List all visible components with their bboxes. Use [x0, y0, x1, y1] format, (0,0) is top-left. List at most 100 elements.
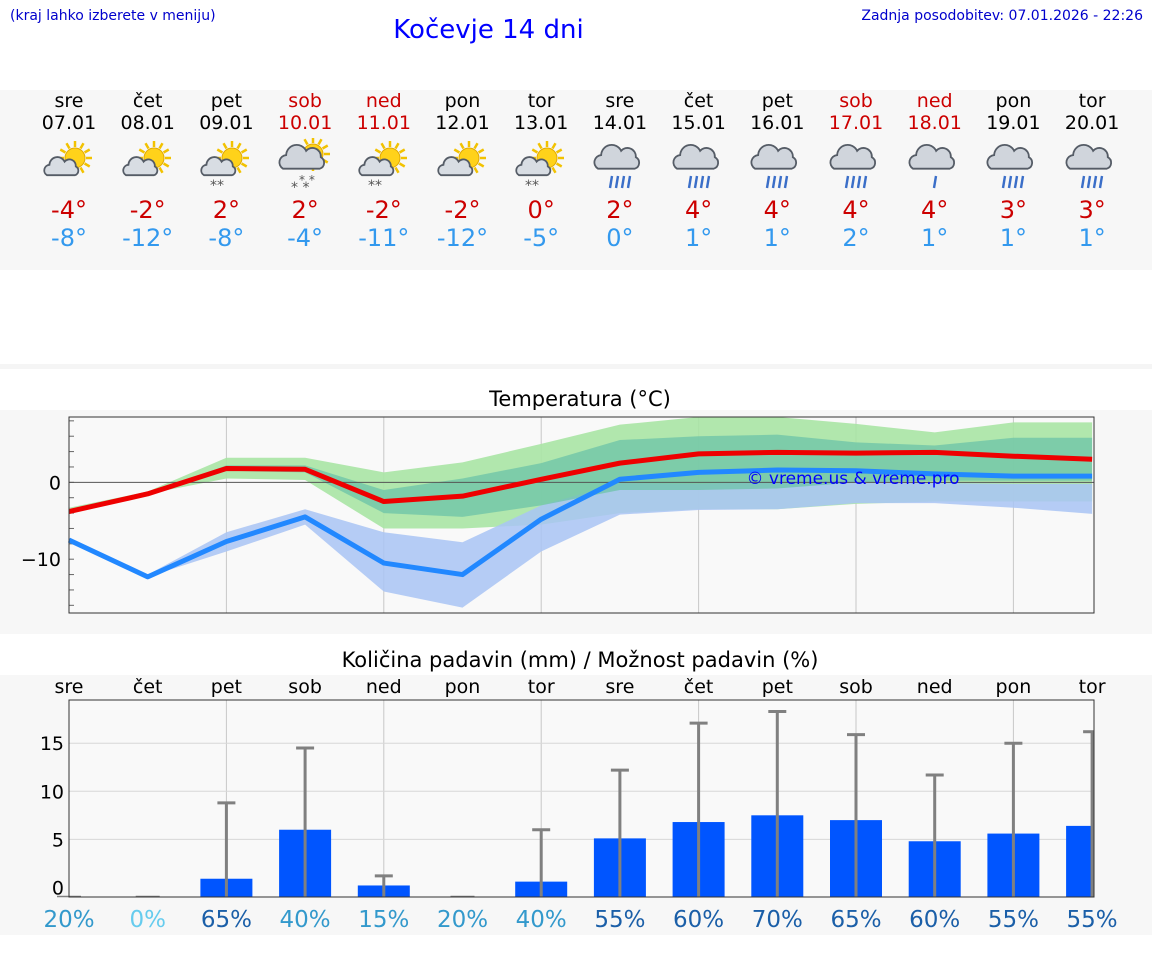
precip-chance: 40% [516, 907, 567, 933]
precip-bar [1066, 825, 1094, 897]
day-column: pon 19.01 3° 1° [973, 90, 1053, 252]
x-category-label: sob [288, 676, 322, 698]
day-name: čet [683, 90, 714, 112]
day-name: ned [916, 90, 953, 112]
day-date: 09.01 [199, 112, 254, 134]
temp-max: -2° [129, 196, 166, 224]
separator [0, 364, 1152, 369]
day-name: tor [1078, 90, 1106, 112]
x-category-label: pon [996, 676, 1032, 698]
y-tick-label: 0 [52, 877, 64, 899]
temp-max: 2° [212, 196, 241, 224]
y-tick-label: −10 [21, 549, 61, 571]
sun-cloud-snow-icon: ** [515, 141, 565, 194]
precip-chance: 20% [437, 907, 488, 933]
day-date: 17.01 [828, 112, 884, 134]
location-hint[interactable]: (kraj lahko izberete v meniju) [10, 8, 216, 24]
precip-chance: 65% [201, 907, 252, 933]
day-column: tor 20.01 3° 1° [1052, 90, 1132, 252]
temp-max: 2° [291, 196, 319, 224]
precip-chance: 55% [1067, 907, 1118, 933]
precip-chance: 40% [280, 907, 331, 933]
temp-max: -2° [365, 196, 402, 224]
day-date: 13.01 [513, 112, 569, 134]
cloud-rain-icon [1065, 144, 1113, 189]
temp-max: 3° [1078, 196, 1106, 224]
y-tick-label: 15 [40, 733, 64, 755]
precip-chance: 70% [752, 907, 803, 933]
temp-min: 1° [684, 224, 713, 252]
day-name: sob [288, 90, 322, 112]
temp-min: -12° [436, 224, 489, 252]
page-title: Kočevje 14 dni [393, 15, 584, 45]
day-date: 19.01 [986, 112, 1041, 134]
temp-min: -11° [358, 224, 410, 252]
x-category-label: sob [839, 676, 873, 698]
cloud-snow-icon: * ** * [278, 138, 331, 196]
temp-min: -4° [287, 224, 324, 252]
sun-cloud-icon [436, 141, 486, 177]
temp-max: 0° [527, 196, 555, 224]
x-category-label: pet [762, 676, 793, 698]
precip-chart-title: Količina padavin (mm) / Možnost padavin … [341, 648, 819, 672]
temp-min: 1° [999, 224, 1028, 252]
temp-min: 1° [1078, 224, 1106, 252]
day-date: 07.01 [41, 112, 97, 134]
x-category-label: ned [917, 676, 953, 698]
svg-text:**: ** [368, 178, 382, 194]
temp-min: -5° [523, 224, 560, 252]
day-column: sob 10.01 * * * * 2° -4° [265, 90, 345, 252]
svg-text:* *: * * [299, 173, 315, 187]
day-column: ned 11.01 ** -2° -11° [344, 90, 424, 252]
day-column: ned 18.01 4° 1° [895, 90, 975, 252]
sun-cloud-icon [122, 141, 171, 177]
cloud-rain-icon [750, 144, 798, 189]
day-name: pon [444, 90, 481, 112]
max-temp-line [68, 449, 1093, 514]
day-date: 08.01 [120, 112, 175, 134]
plot-frame [68, 699, 1095, 898]
temp-min: 1° [921, 224, 949, 252]
day-name: pon [995, 90, 1032, 112]
last-update: Zadnja posodobitev: 07.01.2026 - 22:26 [861, 8, 1143, 24]
temp-max: 2° [606, 196, 634, 224]
x-category-label: tor [1079, 676, 1106, 698]
cloud-rain-light-icon [908, 144, 955, 189]
x-category-label: tor [528, 676, 555, 698]
x-category-label: pon [445, 676, 481, 698]
precip-chance: 20% [43, 907, 94, 933]
day-column: čet 08.01 -2° -12° [108, 90, 188, 252]
day-name: sre [54, 90, 84, 112]
day-date: 11.01 [356, 112, 411, 134]
svg-text:**: ** [210, 178, 224, 194]
precipitation-chart: 0 5 10 15 sre čet pet sob ned pon tor sre čet pet sob n… [40, 676, 1118, 933]
day-name: ned [365, 90, 402, 112]
day-column: sre 14.01 2° 0° [580, 90, 660, 252]
day-column: sre 07.01 -4° -8° [29, 90, 109, 252]
forecast-strip [0, 90, 1152, 270]
temp-min: -12° [122, 224, 174, 252]
day-column: pet 16.01 4° 1° [737, 90, 817, 252]
temperature-chart: 0 −10 © vreme.us & vreme.pro [21, 416, 1095, 614]
temp-max: 3° [999, 196, 1028, 224]
temp-min: -8° [208, 224, 245, 252]
temp-chart-title: Temperatura (°C) [489, 387, 671, 411]
precip-chance: 55% [988, 907, 1039, 933]
sun-cloud-snow-icon: ** [200, 141, 250, 194]
day-date: 18.01 [907, 112, 962, 134]
x-category-label: čet [684, 676, 714, 698]
temp-max: 4° [763, 196, 791, 224]
day-name: čet [132, 90, 163, 112]
sun-cloud-icon [43, 141, 92, 177]
day-column: čet 15.01 4° 1° [659, 90, 739, 252]
y-tick-label: 0 [49, 472, 61, 494]
precip-chance: 65% [830, 907, 881, 933]
day-column: pet 09.01 ** 2° -8° [186, 90, 266, 252]
precip-chance: 60% [909, 907, 960, 933]
precip-chance: 15% [358, 907, 409, 933]
day-column: tor 13.01 ** 0° -5° [501, 90, 581, 252]
temp-min: 1° [763, 224, 791, 252]
precip-chance: 55% [594, 907, 645, 933]
min-temp-line [67, 467, 1093, 580]
cloud-rain-icon [672, 144, 719, 189]
